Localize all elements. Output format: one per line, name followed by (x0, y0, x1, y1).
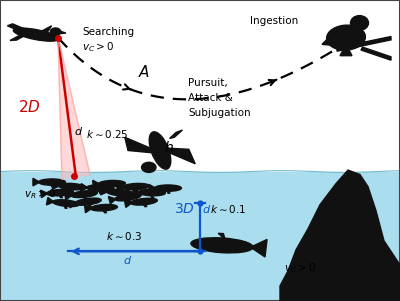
Ellipse shape (86, 185, 114, 191)
Polygon shape (59, 195, 63, 198)
Ellipse shape (47, 189, 73, 196)
Ellipse shape (191, 238, 253, 253)
Ellipse shape (75, 198, 101, 205)
Polygon shape (52, 182, 60, 189)
Text: Ingestion: Ingestion (250, 16, 298, 26)
Text: $h$: $h$ (164, 140, 174, 155)
Ellipse shape (131, 198, 157, 205)
Polygon shape (340, 50, 352, 56)
Polygon shape (81, 184, 88, 191)
Text: Subjugation: Subjugation (188, 108, 251, 118)
Polygon shape (111, 186, 114, 189)
Text: Attack &: Attack & (188, 93, 233, 103)
Text: $2D$: $2D$ (18, 99, 41, 115)
Polygon shape (151, 195, 154, 198)
Polygon shape (108, 197, 116, 204)
Ellipse shape (98, 180, 126, 187)
Ellipse shape (71, 191, 97, 197)
Text: $d$: $d$ (124, 254, 132, 266)
Polygon shape (337, 36, 391, 51)
Polygon shape (280, 170, 400, 301)
Polygon shape (124, 200, 132, 207)
Text: $3D$: $3D$ (174, 202, 194, 216)
Polygon shape (117, 184, 124, 191)
Polygon shape (250, 239, 267, 257)
Ellipse shape (38, 179, 66, 185)
Polygon shape (166, 148, 195, 164)
Text: Searching: Searching (82, 26, 134, 37)
Ellipse shape (50, 28, 61, 36)
Bar (0, 172, 400, 301)
Polygon shape (344, 30, 355, 34)
Polygon shape (125, 137, 154, 153)
Text: $k\sim0.1$: $k\sim0.1$ (210, 203, 246, 215)
Ellipse shape (122, 183, 150, 190)
Polygon shape (133, 188, 140, 196)
Polygon shape (64, 192, 72, 200)
Polygon shape (70, 189, 74, 192)
Polygon shape (84, 205, 92, 213)
Ellipse shape (326, 25, 366, 50)
Polygon shape (103, 210, 107, 213)
Polygon shape (322, 36, 358, 47)
Ellipse shape (115, 194, 141, 201)
Ellipse shape (13, 28, 59, 41)
Polygon shape (51, 185, 54, 187)
Ellipse shape (138, 189, 166, 196)
Polygon shape (88, 204, 91, 207)
Polygon shape (68, 200, 76, 208)
Polygon shape (143, 204, 147, 207)
Polygon shape (7, 24, 34, 34)
Text: $d$: $d$ (74, 125, 83, 137)
Text: $v_C>0$: $v_C>0$ (284, 261, 316, 275)
Polygon shape (38, 26, 52, 34)
Polygon shape (218, 233, 225, 240)
Polygon shape (170, 130, 182, 138)
Polygon shape (60, 31, 66, 34)
Polygon shape (40, 190, 48, 198)
Polygon shape (83, 197, 87, 199)
Ellipse shape (107, 189, 133, 196)
Polygon shape (361, 47, 391, 60)
Ellipse shape (142, 162, 156, 172)
Polygon shape (10, 36, 23, 40)
Ellipse shape (350, 16, 368, 30)
Text: $k\sim0.25$: $k\sim0.25$ (86, 128, 128, 140)
Polygon shape (118, 195, 122, 198)
Text: $k\sim0.3$: $k\sim0.3$ (106, 230, 142, 242)
Ellipse shape (149, 132, 171, 169)
Ellipse shape (91, 204, 117, 211)
Text: $A$: $A$ (138, 64, 150, 80)
Text: $v_R>0$: $v_R>0$ (24, 187, 56, 201)
Text: $v_C>0$: $v_C>0$ (82, 40, 114, 54)
Ellipse shape (59, 183, 85, 190)
Polygon shape (135, 189, 139, 192)
Polygon shape (149, 184, 156, 192)
Polygon shape (33, 178, 40, 186)
Polygon shape (167, 191, 170, 193)
Polygon shape (64, 206, 67, 208)
Text: Pursuit,: Pursuit, (188, 78, 228, 88)
Polygon shape (99, 191, 102, 193)
Polygon shape (100, 187, 108, 195)
Ellipse shape (53, 200, 79, 206)
Ellipse shape (154, 185, 182, 191)
Polygon shape (128, 200, 132, 202)
Polygon shape (93, 180, 100, 188)
Polygon shape (46, 197, 54, 205)
Polygon shape (58, 38, 90, 179)
Text: $d$: $d$ (202, 203, 211, 215)
